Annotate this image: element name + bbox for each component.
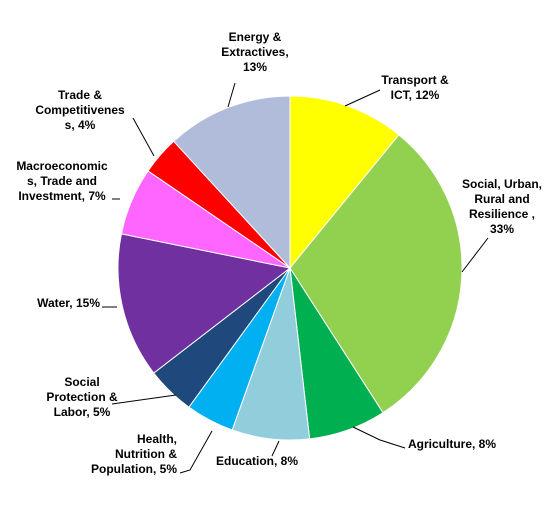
- data-label: Water, 15%: [37, 296, 100, 310]
- data-label: Agriculture, 8%: [408, 437, 496, 451]
- data-label: Macroeconomic s, Trade and Investment, 7%: [16, 159, 108, 203]
- pie-slice: [289, 134, 463, 414]
- data-label: Education, 8%: [216, 454, 298, 468]
- pie-slice: [117, 233, 292, 374]
- pie-slice: [172, 95, 291, 270]
- data-label: Energy & Extractives, 13%: [221, 30, 288, 74]
- data-label: Trade & Competitivenes s, 4%: [35, 88, 125, 132]
- leader-line: [227, 82, 236, 108]
- leader-line: [461, 237, 489, 273]
- pie-slice: [289, 95, 400, 270]
- leader-line: [352, 426, 406, 449]
- data-label: Social, Urban, Rural and Resilience , 33%: [462, 177, 542, 236]
- leader-line: [271, 440, 280, 457]
- leader-line: [344, 89, 381, 107]
- leader-line: [132, 117, 155, 157]
- data-label: Social Protection & Labor, 5%: [46, 375, 118, 419]
- leader-line: [179, 430, 213, 474]
- data-label: Transport & ICT, 12%: [381, 73, 449, 102]
- leader-line: [111, 394, 177, 405]
- data-label: Health, Nutrition & Population, 5%: [91, 432, 177, 476]
